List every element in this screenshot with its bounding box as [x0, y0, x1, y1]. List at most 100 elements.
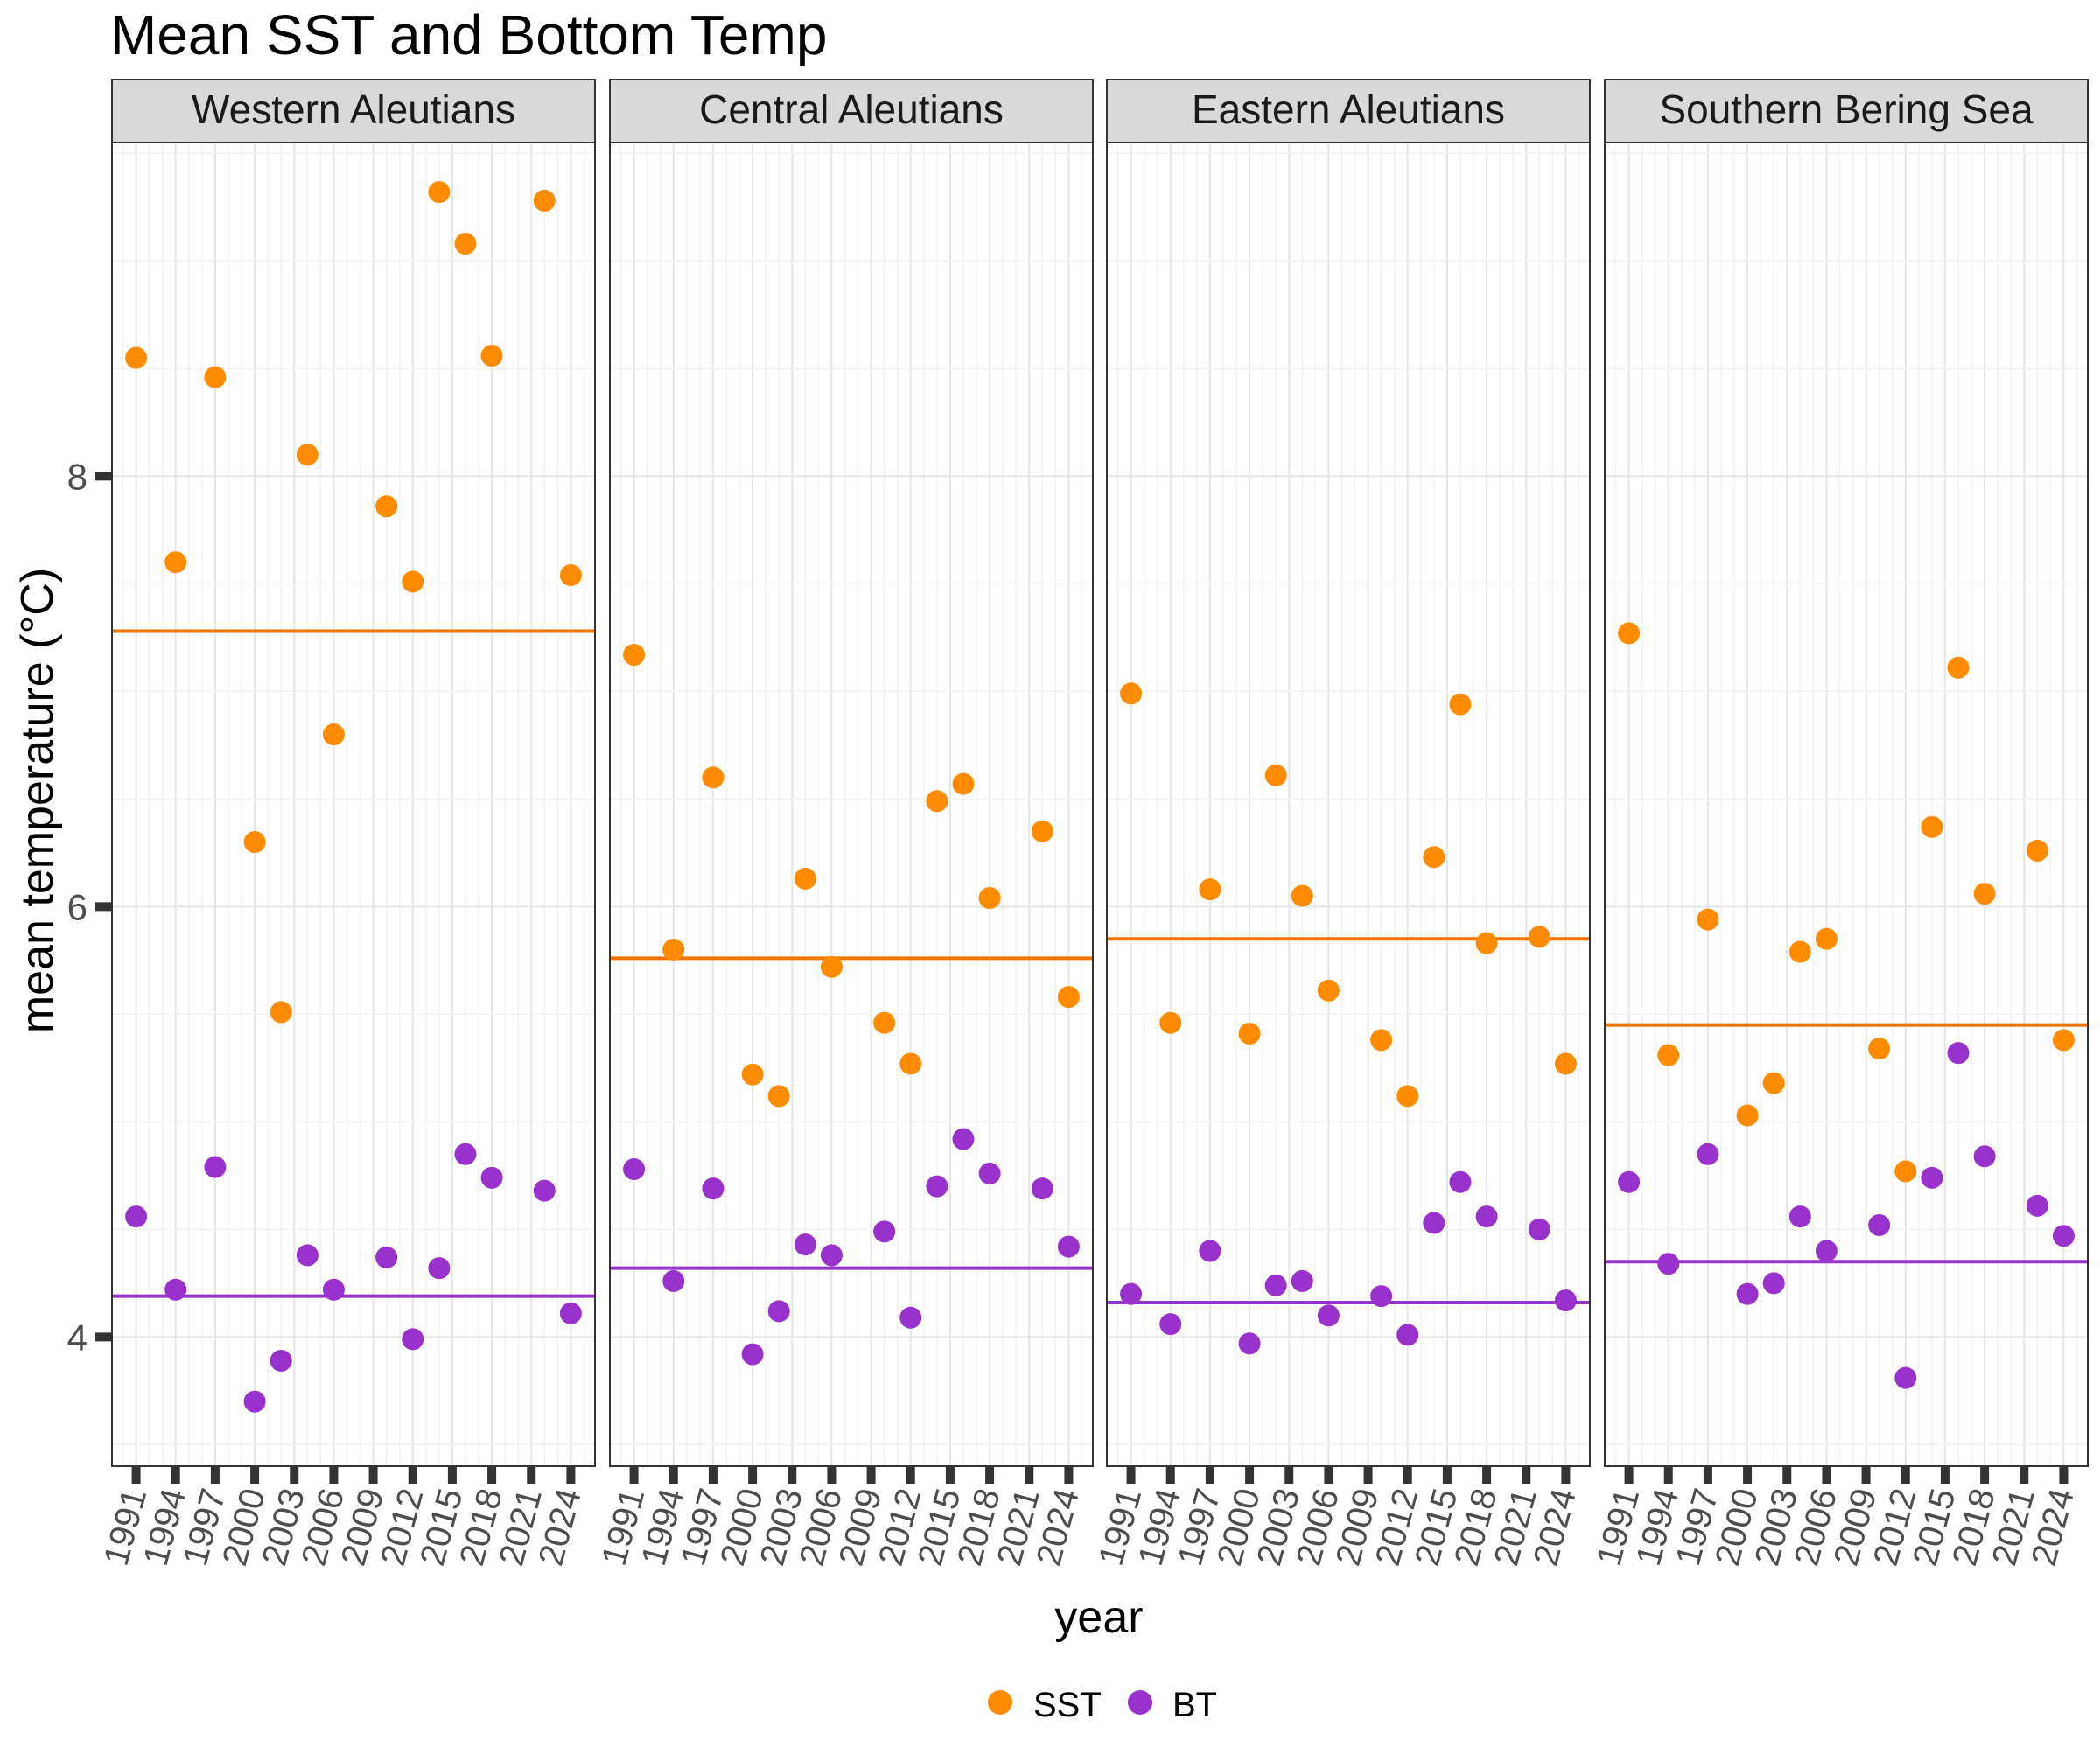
sst-point [978, 887, 1001, 910]
x-tick [985, 1466, 995, 1484]
facet-strip-label: Eastern Aleutians [1192, 87, 1505, 132]
x-tick [447, 1466, 457, 1484]
sst-point [375, 495, 398, 518]
bt-point [125, 1205, 148, 1228]
sst-point [559, 563, 582, 586]
x-tick [1245, 1466, 1255, 1484]
x-tick [1782, 1466, 1792, 1484]
x-tick [1940, 1466, 1950, 1484]
x-tick [527, 1466, 536, 1484]
sst-point [1396, 1085, 1419, 1108]
sst-point [2026, 839, 2048, 862]
sst-point [1528, 926, 1550, 948]
panel-background [112, 143, 595, 1466]
bt-point [204, 1156, 227, 1178]
sst-point [1554, 1052, 1577, 1075]
legend-bt-key [1128, 1690, 1152, 1715]
bt-point [270, 1349, 292, 1372]
bt-point [662, 1269, 685, 1292]
bt-point [1657, 1253, 1680, 1275]
panel-border [609, 142, 1094, 1467]
bt-point [1697, 1143, 1719, 1165]
legend-bt-label: BT [1172, 1686, 1217, 1724]
bt-point [926, 1175, 948, 1198]
bt-point [702, 1177, 724, 1200]
bt-point [2052, 1225, 2075, 1247]
x-tick [250, 1466, 260, 1484]
sst-point [454, 233, 477, 255]
sst-point [767, 1085, 790, 1108]
facet-strip [111, 79, 596, 143]
sst-point [741, 1063, 764, 1086]
bt-point [1423, 1212, 1446, 1234]
x-tick [629, 1466, 639, 1484]
panel-background [1605, 143, 2088, 1466]
bt-point [1921, 1166, 1943, 1189]
sst-point [1921, 815, 1943, 838]
facet-strip-label: Western Aleutians [192, 87, 515, 132]
x-tick [1561, 1466, 1571, 1484]
sst-point [1291, 884, 1313, 907]
bt-point [1031, 1177, 1054, 1200]
sst-point [794, 867, 816, 890]
sst-point [900, 1052, 922, 1075]
panel-border [1604, 142, 2089, 1467]
x-tick [1363, 1466, 1373, 1484]
x-tick [171, 1466, 180, 1484]
bt-point [1120, 1282, 1143, 1305]
x-tick [1205, 1466, 1214, 1484]
panel-background [1107, 143, 1590, 1466]
x-tick [1403, 1466, 1412, 1484]
bt-point [1788, 1205, 1811, 1228]
sst-point [204, 366, 227, 388]
sst-point [1762, 1072, 1785, 1094]
bt-point [1947, 1042, 1970, 1065]
bt-point [1554, 1289, 1577, 1312]
sst-point [164, 551, 187, 574]
bt-point [1894, 1366, 1917, 1389]
x-tick [566, 1466, 576, 1484]
bt-point [741, 1343, 764, 1366]
x-tick [210, 1466, 220, 1484]
bt-point [623, 1157, 646, 1180]
sst-point [243, 831, 266, 854]
x-tick [1861, 1466, 1871, 1484]
facet-strip-label: Southern Bering Sea [1659, 87, 2033, 132]
x-tick [708, 1466, 718, 1484]
sst-point [270, 1001, 292, 1024]
bt-point [873, 1220, 896, 1243]
x-tick [1900, 1466, 1910, 1484]
bt-point [952, 1128, 975, 1150]
x-tick [1522, 1466, 1531, 1484]
sst-point [1894, 1160, 1917, 1183]
sst-point [1120, 682, 1143, 705]
sst-point [1370, 1029, 1393, 1052]
sst-point [820, 955, 843, 978]
x-tick [1822, 1466, 1831, 1484]
bt-point [2026, 1194, 2048, 1217]
x-tick [1166, 1466, 1175, 1484]
x-tick [1743, 1466, 1753, 1484]
x-tick [866, 1466, 876, 1484]
bt-point [402, 1328, 424, 1351]
bt-point [1449, 1170, 1472, 1193]
facet-strip-label: Central Aleutians [699, 87, 1004, 132]
bt-point [767, 1300, 790, 1323]
sst-point [926, 790, 948, 813]
sst-point [1815, 927, 1838, 950]
bt-point [296, 1244, 318, 1267]
facet-panel: Central Aleutians19911994199720002003200… [595, 79, 1094, 1569]
x-tick [1482, 1466, 1492, 1484]
x-tick [1442, 1466, 1452, 1484]
sst-point [1423, 846, 1446, 869]
bt-point [1815, 1240, 1838, 1262]
x-axis-label: year [1054, 1592, 1143, 1643]
sst-point [1788, 940, 1811, 963]
y-axis-label: mean temperature (°C) [12, 568, 63, 1033]
sst-point [702, 766, 724, 789]
sst-point [952, 772, 975, 795]
sst-point [322, 723, 345, 746]
sst-point [1973, 883, 1996, 905]
legend-sst-label: SST [1033, 1686, 1102, 1724]
